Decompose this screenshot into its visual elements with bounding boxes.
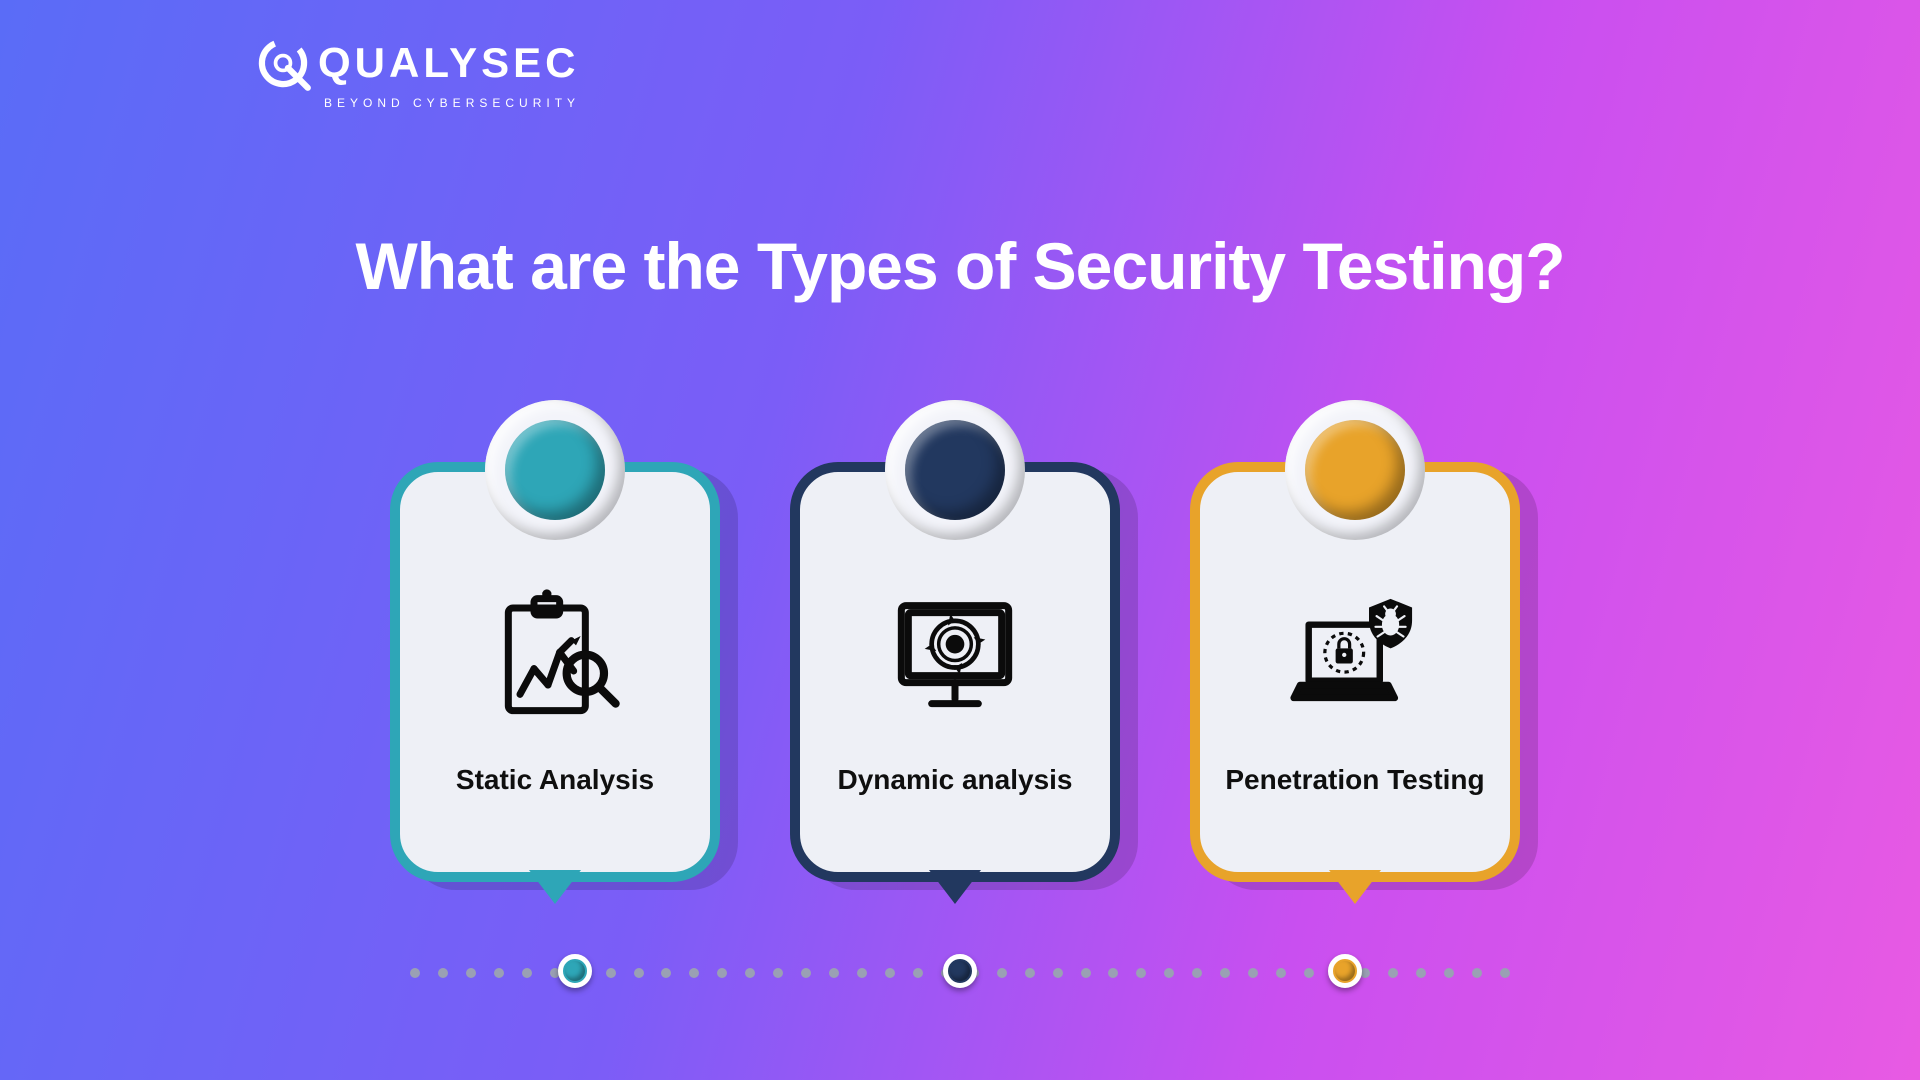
- content-frame: QUALYSEC BEYOND CYBERSECURITY What are t…: [192, 12, 1728, 1068]
- timeline-dot: [1444, 968, 1454, 978]
- timeline-dot: [1416, 968, 1426, 978]
- badge-ring: [1285, 400, 1425, 540]
- card-pointer: [929, 870, 981, 904]
- laptop-shield-bug-icon: [1280, 582, 1430, 732]
- card-label: Penetration Testing: [1225, 764, 1484, 796]
- badge-dot: [505, 420, 605, 520]
- timeline-dot: [1248, 968, 1258, 978]
- card-label: Dynamic analysis: [837, 764, 1072, 796]
- brand-name: QUALYSEC: [318, 42, 580, 84]
- timeline-dot: [997, 968, 1007, 978]
- card-body: Static Analysis: [390, 462, 720, 882]
- timeline-dot: [1053, 968, 1063, 978]
- timeline-marker: [1328, 954, 1362, 988]
- timeline-dot: [829, 968, 839, 978]
- brand-logo-row: QUALYSEC: [252, 32, 580, 94]
- badge-dot: [905, 420, 1005, 520]
- timeline-dot: [1276, 968, 1286, 978]
- brand-tagline: BEYOND CYBERSECURITY: [324, 96, 580, 110]
- timeline-dot: [1081, 968, 1091, 978]
- timeline-dot: [885, 968, 895, 978]
- card-inner: Dynamic analysis: [800, 472, 1110, 872]
- timeline-marker: [558, 954, 592, 988]
- timeline-dot: [1136, 968, 1146, 978]
- timeline-dot: [1108, 968, 1118, 978]
- badge-ring: [885, 400, 1025, 540]
- timeline-dot: [1192, 968, 1202, 978]
- timeline-inner: [410, 956, 1510, 996]
- badge-dot: [1305, 420, 1405, 520]
- card-inner: Static Analysis: [400, 472, 710, 872]
- timeline-dot: [1025, 968, 1035, 978]
- timeline-dot: [1388, 968, 1398, 978]
- brand-logo: QUALYSEC BEYOND CYBERSECURITY: [252, 32, 580, 110]
- timeline-dot: [466, 968, 476, 978]
- card-pointer: [529, 870, 581, 904]
- timeline-dot: [1304, 968, 1314, 978]
- timeline-dot: [634, 968, 644, 978]
- card-body: Dynamic analysis: [790, 462, 1120, 882]
- timeline-dot: [1472, 968, 1482, 978]
- page-title: What are the Types of Security Testing?: [192, 228, 1728, 304]
- card-label: Static Analysis: [456, 764, 654, 796]
- timeline-dot: [857, 968, 867, 978]
- timeline-dot: [913, 968, 923, 978]
- card-inner: Penetration Testing: [1200, 472, 1510, 872]
- timeline: [192, 956, 1728, 996]
- clipboard-analysis-icon: [480, 582, 630, 732]
- timeline-dot: [410, 968, 420, 978]
- card-body: Penetration Testing: [1190, 462, 1520, 882]
- timeline-dot: [717, 968, 727, 978]
- timeline-dot: [689, 968, 699, 978]
- card-pointer: [1329, 870, 1381, 904]
- timeline-marker: [943, 954, 977, 988]
- timeline-dot: [801, 968, 811, 978]
- timeline-dot: [1220, 968, 1230, 978]
- badge-ring: [485, 400, 625, 540]
- timeline-dot: [773, 968, 783, 978]
- timeline-dot: [1164, 968, 1174, 978]
- timeline-dot: [606, 968, 616, 978]
- brand-q-icon: [252, 32, 314, 94]
- timeline-dot: [661, 968, 671, 978]
- timeline-dot: [745, 968, 755, 978]
- timeline-dot: [494, 968, 504, 978]
- timeline-dot: [522, 968, 532, 978]
- timeline-dot: [438, 968, 448, 978]
- infographic-stage: QUALYSEC BEYOND CYBERSECURITY What are t…: [0, 0, 1920, 1080]
- timeline-dot: [1500, 968, 1510, 978]
- monitor-cycle-icon: [880, 582, 1030, 732]
